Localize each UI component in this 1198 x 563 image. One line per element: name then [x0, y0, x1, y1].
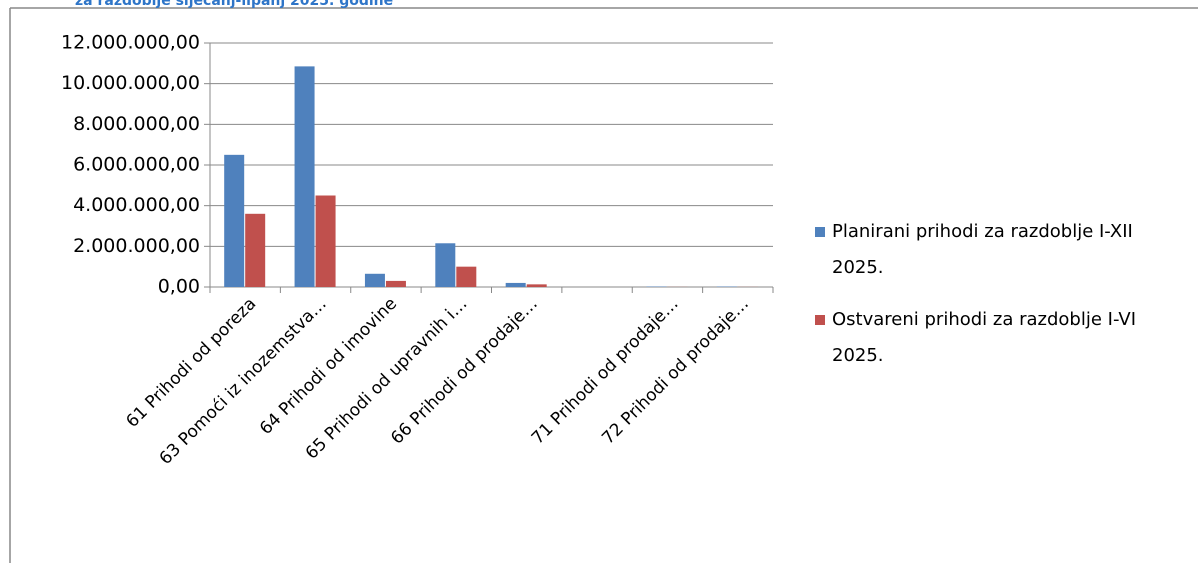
bar	[505, 282, 526, 287]
y-tick-label: 4.000.000,00	[73, 194, 200, 216]
legend-swatch	[815, 315, 825, 325]
x-tick-label: 71 Prihodi od prodaje…	[528, 294, 683, 449]
bar	[294, 66, 315, 287]
legend-label: Ostvareni prihodi za razdoblje I-VI 2025…	[832, 309, 1137, 366]
bar	[435, 243, 456, 287]
legend-item: Ostvareni prihodi za razdoblje I-VI 2025…	[815, 302, 1185, 374]
bar	[315, 195, 336, 287]
y-tick-label: 8.000.000,00	[73, 113, 200, 135]
bar	[385, 280, 406, 287]
bar	[245, 213, 266, 287]
x-tick-label: 61 Prihodi od poreza	[122, 294, 260, 432]
y-tick-label: 10.000.000,00	[61, 72, 200, 94]
y-tick-label: 6.000.000,00	[73, 154, 200, 176]
bar	[456, 266, 477, 287]
x-tick-label: 64 Prihodi od imovine	[256, 294, 401, 439]
y-tick-label: 2.000.000,00	[73, 235, 200, 257]
y-tick-label: 0,00	[158, 276, 200, 298]
legend-swatch	[815, 227, 825, 237]
bar	[526, 284, 547, 287]
legend-item: Planirani prihodi za razdoblje I-XII 202…	[815, 214, 1185, 286]
chart-title: za razdoblje siječanj-lipanj 2025. godin…	[75, 0, 393, 9]
x-tick-label: 66 Prihodi od prodaje…	[387, 294, 542, 449]
y-tick-label: 12.000.000,00	[61, 32, 200, 54]
x-tick-label: 72 Prihodi od prodaje…	[598, 294, 753, 449]
legend-label: Planirani prihodi za razdoblje I-XII 202…	[832, 221, 1133, 278]
bar	[224, 154, 245, 287]
bar	[364, 273, 385, 287]
